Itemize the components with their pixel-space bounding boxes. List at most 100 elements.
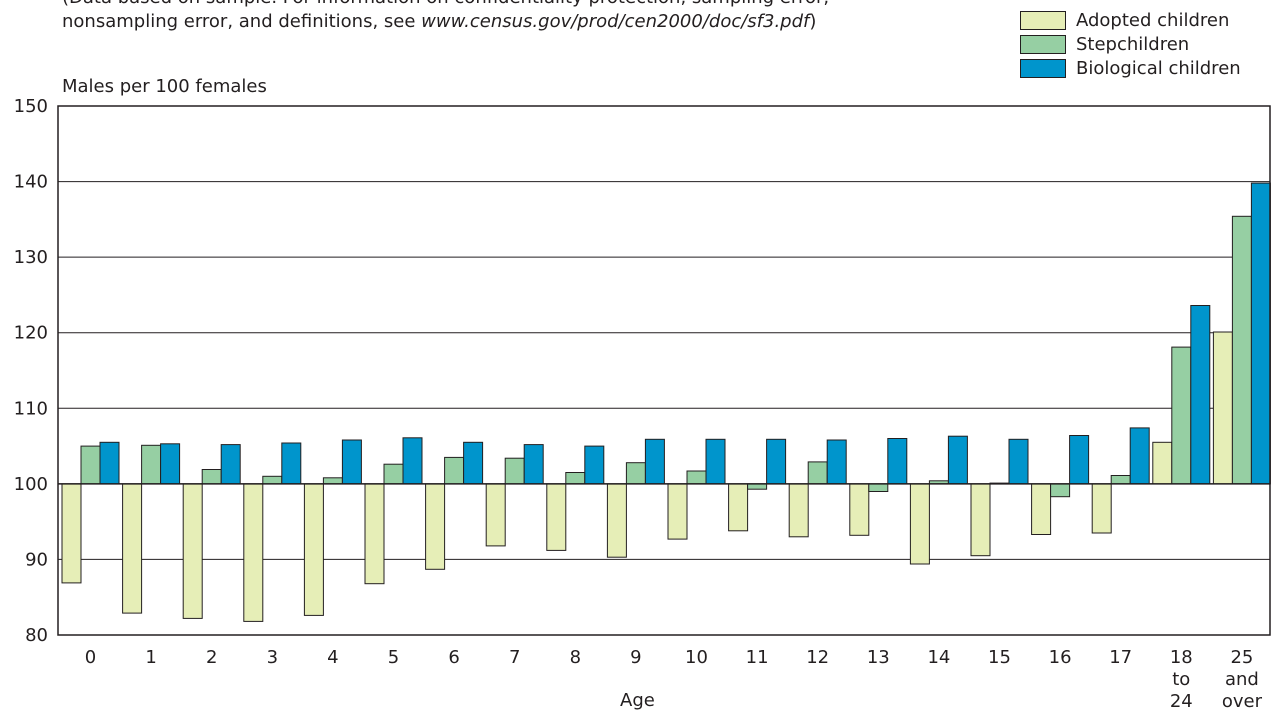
bar-series0-cat2 <box>182 483 203 619</box>
bar-series1-cat4 <box>322 477 343 485</box>
bar-series2-cat7 <box>523 444 544 485</box>
source-note-prefix: nonsampling error, and definitions, see <box>62 11 422 32</box>
bar-series0-cat0 <box>61 483 82 584</box>
bar-series0-cat8 <box>546 483 567 551</box>
source-note: (Data based on sample. For information o… <box>62 0 962 34</box>
bar-series0-cat7 <box>485 483 506 547</box>
x-tick-label-9: 9 <box>630 647 641 668</box>
bar-series2-cat13 <box>887 438 908 485</box>
bar-series1-cat16 <box>1050 483 1071 498</box>
bar-series1-cat13 <box>868 483 889 492</box>
bar-series2-cat0 <box>99 441 120 485</box>
legend-label-biological: Biological children <box>1076 58 1241 79</box>
x-tick-label-15: 15 <box>988 647 1011 668</box>
bar-series2-cat8 <box>584 445 605 485</box>
bar-series2-cat15 <box>1008 438 1029 485</box>
bar-series1-cat8 <box>565 472 586 485</box>
bar-series0-cat15 <box>970 483 991 557</box>
bar-series2-cat12 <box>826 439 847 485</box>
bar-series1-cat5 <box>383 463 404 485</box>
x-tick-label-18: 18 to 24 <box>1170 647 1193 712</box>
bar-series0-cat10 <box>667 483 688 540</box>
bar-series0-cat9 <box>606 483 627 558</box>
x-tick-label-4: 4 <box>327 647 338 668</box>
bar-series1-cat11 <box>747 483 768 490</box>
y-tick-label-110: 110 <box>14 398 48 419</box>
y-tick-label-100: 100 <box>14 474 48 495</box>
bar-series1-cat3 <box>262 475 283 485</box>
bar-series2-cat16 <box>1069 435 1090 485</box>
bar-series2-cat14 <box>947 435 968 485</box>
bar-series2-cat10 <box>705 438 726 485</box>
bar-series0-cat4 <box>303 483 324 616</box>
bar-series0-cat12 <box>788 483 809 538</box>
x-tick-label-2: 2 <box>206 647 217 668</box>
legend-swatch-adopted <box>1020 11 1066 30</box>
x-tick-label-10: 10 <box>685 647 708 668</box>
x-tick-label-5: 5 <box>388 647 399 668</box>
legend-item-stepchildren: Stepchildren <box>1020 33 1270 57</box>
bar-series1-cat9 <box>625 462 646 485</box>
y-tick-label-140: 140 <box>14 172 48 193</box>
bar-series2-cat19 <box>1250 182 1271 485</box>
bar-series2-cat9 <box>644 438 665 485</box>
y-axis-title: Males per 100 females <box>62 76 267 97</box>
bar-series2-cat18 <box>1190 305 1211 485</box>
bar-series2-cat5 <box>402 437 423 485</box>
y-tick-label-80: 80 <box>25 625 48 646</box>
y-tick-label-150: 150 <box>14 96 48 117</box>
bar-series1-cat1 <box>141 444 162 485</box>
bar-series0-cat16 <box>1031 483 1052 535</box>
plot-frame <box>57 105 1271 636</box>
x-tick-label-7: 7 <box>509 647 520 668</box>
bar-series2-cat6 <box>463 441 484 485</box>
bar-series1-cat0 <box>80 445 101 485</box>
x-tick-label-8: 8 <box>570 647 581 668</box>
bar-series0-cat13 <box>849 483 870 536</box>
bar-series0-cat18 <box>1152 441 1173 485</box>
bar-series1-cat7 <box>504 457 525 485</box>
source-note-line2: nonsampling error, and definitions, see … <box>62 10 962 34</box>
bar-series1-cat12 <box>807 461 828 485</box>
y-tick-label-90: 90 <box>25 549 48 570</box>
bar-series1-cat2 <box>201 469 222 485</box>
legend-swatch-biological <box>1020 59 1066 78</box>
source-note-url: www.census.gov/prod/cen2000/doc/sf3.pdf <box>421 11 810 32</box>
legend-item-adopted: Adopted children <box>1020 9 1270 33</box>
bar-series2-cat1 <box>160 443 181 485</box>
bar-series2-cat4 <box>341 439 362 485</box>
bar-series0-cat11 <box>728 483 749 532</box>
bar-series0-cat17 <box>1091 483 1112 534</box>
x-tick-label-13: 13 <box>867 647 890 668</box>
x-tick-label-17: 17 <box>1109 647 1132 668</box>
x-tick-label-19: 25 and over <box>1222 647 1263 712</box>
x-tick-label-14: 14 <box>927 647 950 668</box>
source-note-line1: (Data based on sample. For information o… <box>62 0 962 10</box>
x-tick-label-6: 6 <box>448 647 459 668</box>
bar-series2-cat2 <box>220 444 241 485</box>
bar-series2-cat11 <box>766 438 787 485</box>
legend-label-stepchildren: Stepchildren <box>1076 34 1190 55</box>
x-tick-label-0: 0 <box>85 647 96 668</box>
bar-series1-cat19 <box>1231 215 1252 485</box>
bar-series0-cat1 <box>122 483 143 614</box>
bar-series0-cat6 <box>425 483 446 570</box>
bar-series1-cat10 <box>686 470 707 485</box>
bar-series0-cat14 <box>909 483 930 565</box>
bar-series1-cat6 <box>444 456 465 485</box>
bar-series0-cat3 <box>243 483 264 622</box>
legend-label-adopted: Adopted children <box>1076 10 1230 31</box>
bar-series1-cat17 <box>1110 475 1131 485</box>
legend-item-biological: Biological children <box>1020 57 1270 81</box>
source-note-suffix: ) <box>809 11 817 32</box>
bar-series0-cat5 <box>364 483 385 585</box>
x-tick-label-12: 12 <box>806 647 829 668</box>
bar-series0-cat19 <box>1212 331 1233 485</box>
bar-series1-cat18 <box>1171 346 1192 485</box>
bar-series2-cat17 <box>1129 427 1150 485</box>
y-tick-label-130: 130 <box>14 247 48 268</box>
bar-series2-cat3 <box>281 442 302 485</box>
x-tick-label-11: 11 <box>746 647 769 668</box>
x-tick-label-16: 16 <box>1049 647 1072 668</box>
